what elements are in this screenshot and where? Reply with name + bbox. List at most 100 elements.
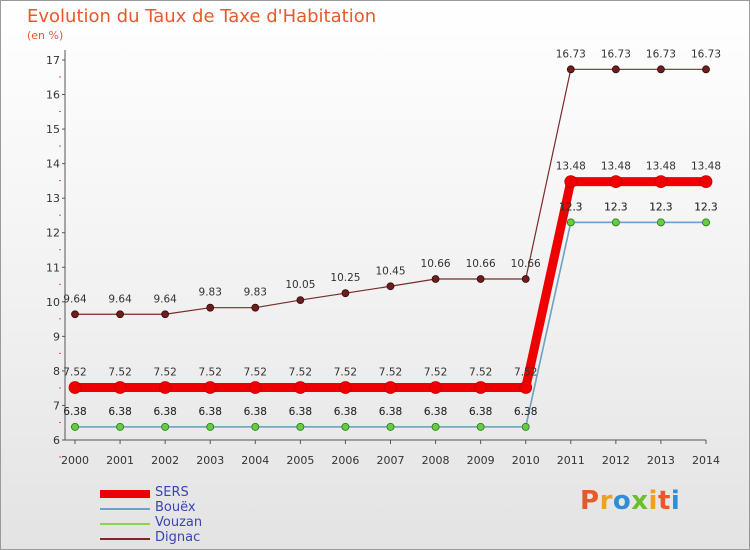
data-point [206, 422, 215, 431]
data-point [386, 422, 395, 431]
logo-letter: P [580, 486, 600, 516]
data-point [474, 381, 488, 394]
x-tick-label: 2006 [331, 454, 359, 467]
data-label: 6.38 [514, 406, 537, 418]
data-label: 6.38 [244, 406, 267, 418]
data-point [566, 218, 575, 227]
data-label: 7.52 [289, 366, 312, 378]
data-label: 6.38 [334, 406, 357, 418]
data-label: 12.3 [604, 201, 627, 213]
x-tick-label: 2014 [692, 454, 720, 467]
data-label: 6.38 [289, 406, 312, 418]
data-point [203, 381, 217, 394]
data-label: 6.38 [63, 406, 86, 418]
data-label: 16.73 [691, 48, 721, 60]
data-point [71, 422, 79, 431]
y-tick-label: 8 [53, 365, 60, 378]
data-label: 10.05 [285, 279, 315, 291]
data-label: 12.3 [649, 201, 672, 213]
y-tick-label: 13 [46, 192, 60, 205]
data-label: 12.3 [559, 201, 582, 213]
data-label: 16.73 [601, 48, 631, 60]
data-point [702, 218, 710, 227]
data-label: 9.64 [108, 293, 132, 305]
x-tick-label: 2009 [467, 454, 495, 467]
data-label: 12.3 [559, 201, 582, 213]
data-label: 6.38 [108, 406, 131, 418]
data-point [158, 381, 172, 394]
x-tick-label: 2001 [106, 454, 134, 467]
data-label: 10.66 [466, 258, 496, 270]
data-label: 6.38 [289, 406, 312, 418]
x-tick-label: 2000 [61, 454, 89, 467]
data-point [476, 275, 485, 283]
logo-letter: x [631, 486, 649, 516]
data-point [657, 65, 665, 74]
data-label: 7.52 [108, 366, 131, 378]
y-tick-label: 16 [46, 89, 60, 102]
x-tick-label: 2011 [557, 454, 585, 467]
data-label: 13.48 [556, 161, 586, 173]
data-point [611, 218, 620, 227]
x-tick-label: 2012 [602, 454, 630, 467]
data-point [68, 381, 82, 394]
data-label: 9.83 [244, 287, 267, 299]
x-tick-label: 2008 [422, 454, 450, 467]
logo-letter: o [612, 486, 632, 516]
data-point [431, 275, 440, 283]
data-point [476, 422, 485, 431]
data-label: 6.38 [379, 406, 402, 418]
series-line-vouzan [75, 221, 706, 428]
x-tick-label: 2005 [286, 454, 314, 467]
data-label: 10.66 [421, 258, 451, 270]
data-label: 7.52 [244, 366, 267, 378]
data-label: 7.52 [334, 366, 357, 378]
data-point [699, 175, 713, 189]
data-point [113, 381, 127, 394]
data-point [116, 422, 124, 431]
data-point [431, 422, 440, 431]
series-line-dignac [75, 68, 706, 315]
x-tick-label: 2003 [196, 454, 224, 467]
series-line-bouëx [75, 221, 706, 428]
data-label: 6.38 [199, 406, 222, 418]
y-tick-label: 11 [46, 261, 60, 274]
data-label: 6.38 [469, 406, 492, 418]
data-label: 7.52 [424, 366, 447, 378]
data-label: 13.48 [691, 161, 721, 173]
x-tick-label: 2002 [151, 454, 179, 467]
data-point [654, 175, 668, 189]
data-label: 6.38 [153, 406, 176, 418]
data-point [339, 381, 352, 394]
data-label: 6.38 [424, 406, 447, 418]
data-point [609, 175, 623, 189]
data-label: 16.73 [556, 48, 586, 60]
data-label: 6.38 [469, 406, 492, 418]
data-label: 6.38 [379, 406, 402, 418]
data-point [564, 175, 578, 189]
proxiti-logo: Proxiti [580, 486, 680, 516]
data-point [341, 289, 350, 298]
data-point [71, 310, 79, 319]
chart-title: Evolution du Taux de Taxe d'Habitation [27, 6, 377, 27]
legend-swatch-bouex [100, 507, 150, 510]
data-point [341, 422, 350, 431]
data-label: 10.45 [375, 265, 405, 277]
data-label: 7.52 [199, 366, 222, 378]
data-point [116, 310, 124, 319]
y-tick-label: 7 [53, 399, 60, 412]
data-label: 6.38 [514, 406, 537, 418]
data-point [251, 422, 260, 431]
data-label: 9.64 [63, 293, 87, 305]
data-label: 6.38 [334, 406, 357, 418]
data-point [293, 381, 307, 394]
data-label: 7.52 [514, 366, 537, 378]
data-point [161, 310, 170, 319]
data-point [521, 275, 530, 283]
y-tick-label: 15 [46, 123, 60, 136]
legend-label-dignac: Dignac [155, 530, 201, 545]
data-point [206, 303, 215, 312]
legend-swatch-dignac [100, 537, 150, 540]
